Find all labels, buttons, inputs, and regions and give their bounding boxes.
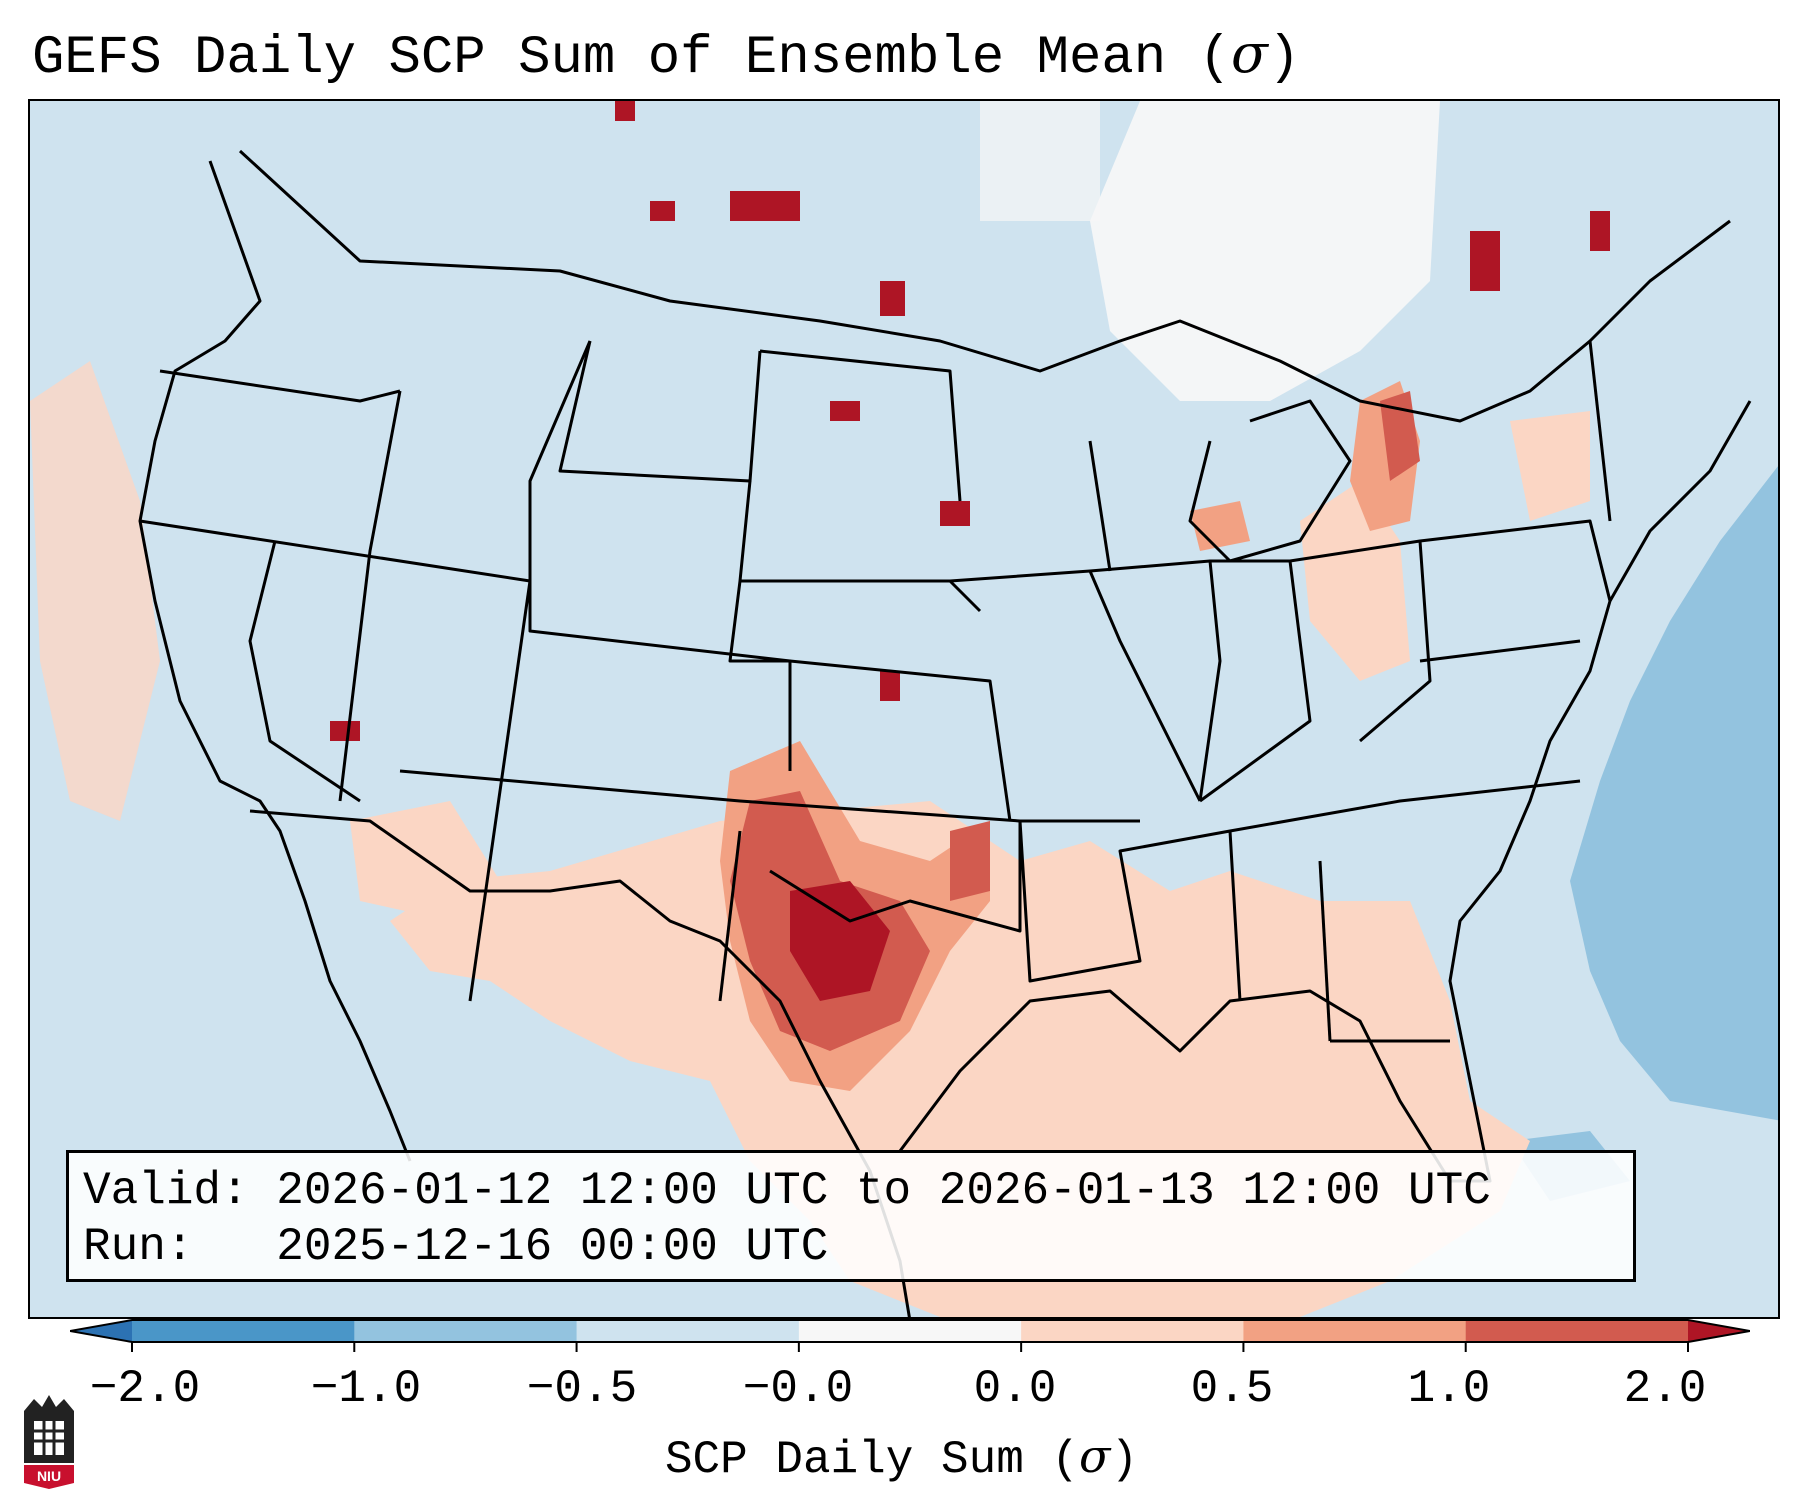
texas-panhandle-border: [718, 830, 742, 1002]
ut-co-border: [468, 580, 532, 1002]
lake-michigan-moderate: [1190, 501, 1250, 551]
political-borders: [138, 149, 1752, 1317]
colorbar-label-prefix: SCP Daily Sum (: [664, 1434, 1080, 1486]
nevada-max: [330, 721, 360, 741]
mason-dixon-border: [1419, 639, 1581, 663]
montana-south-border: [558, 340, 762, 483]
nebraska-kansas-border: [728, 580, 1012, 822]
colorbar-tick-label: 0.0: [973, 1363, 1057, 1415]
dakotas-border: [738, 480, 982, 613]
alabama-georgia-border: [1318, 860, 1332, 1042]
bc-max: [615, 101, 635, 121]
northeast-positive: [1510, 411, 1590, 521]
logo-window-grid: [34, 1421, 64, 1455]
validity-info-box: Valid: 2026-01-12 12:00 UTC to 2026-01-1…: [66, 1150, 1636, 1282]
ar-la-ms-border: [1018, 820, 1242, 1002]
ontario-high: [1380, 391, 1420, 481]
title-prefix: GEFS Daily SCP Sum of Ensemble Mean (: [32, 28, 1231, 89]
oklahoma-high: [950, 821, 990, 901]
scp-anomaly-field: [30, 101, 1778, 1317]
valid-time-line: Valid: 2026-01-12 12:00 UTC to 2026-01-1…: [83, 1165, 1491, 1217]
colorbar-bin: [1465, 1320, 1689, 1342]
colorbar-sigma-symbol: σ: [1079, 1429, 1111, 1483]
colorbar-tick-label: −0.5: [526, 1363, 638, 1415]
map-title: GEFS Daily SCP Sum of Ensemble Mean (σ): [32, 22, 1300, 91]
conus-map: [30, 101, 1778, 1317]
niu-logo: NIU: [20, 1393, 78, 1489]
new-england-west-border: [1588, 340, 1612, 522]
indiana-border: [1199, 559, 1312, 803]
or-wa-border: [159, 369, 401, 403]
ohio-border: [1289, 539, 1432, 743]
run-time-line: Run: 2025-12-16 00:00 UTC: [83, 1221, 829, 1273]
north-dakota-max: [880, 281, 905, 316]
nd-sd-border: [759, 349, 962, 502]
colorbar-tick-label: −2.0: [89, 1363, 201, 1415]
south-dakota-max: [830, 401, 860, 421]
colorbar-label: SCP Daily Sum (σ): [0, 1428, 1803, 1488]
logo-text: NIU: [37, 1468, 61, 1484]
colorbar-tick-label: −0.0: [742, 1363, 854, 1415]
colorbar-bin: [576, 1320, 800, 1342]
map-panel: [28, 99, 1780, 1319]
pacific-coastline: [138, 160, 412, 1162]
title-suffix: ): [1267, 28, 1301, 89]
atlantic-negative-region: [1570, 466, 1778, 1121]
colorbar-bin: [1243, 1320, 1467, 1342]
red-river-border: [769, 821, 1022, 933]
colorbar-tick-label: 0.5: [1190, 1363, 1274, 1415]
pennsylvania-north-border: [1419, 519, 1612, 602]
niu-logo-icon: NIU: [24, 1395, 74, 1489]
colorbar-tick-label: 1.0: [1407, 1363, 1491, 1415]
colorbar-bin: [1021, 1320, 1244, 1342]
logo-banner: [24, 1465, 74, 1489]
gulf-atlantic-coastline: [898, 400, 1752, 1183]
logo-window: [34, 1421, 64, 1455]
michigan-coast: [1188, 399, 1352, 563]
id-nv-az-border: [338, 390, 402, 802]
pacific-coast-positive: [30, 361, 160, 821]
canada-border: [238, 149, 1731, 423]
quebec-max-2: [1590, 211, 1610, 251]
white-patch-2: [980, 101, 1100, 221]
colorbar-extension-high: [1688, 1320, 1750, 1342]
alberta-max: [650, 201, 675, 221]
texas-max: [790, 881, 890, 1001]
sigma-symbol: σ: [1231, 22, 1268, 85]
ohio-valley-positive: [1300, 481, 1410, 681]
colorbar-bin: [354, 1320, 578, 1342]
iowa-max: [940, 501, 970, 526]
nevada-west-border: [248, 540, 361, 803]
wyoming-colorado-border: [528, 340, 792, 771]
colorbar-tick-label: −1.0: [310, 1363, 422, 1415]
colorbar-bin: [798, 1320, 1022, 1342]
or-ca-id-border: [139, 519, 531, 583]
illinois-border: [1089, 559, 1222, 802]
canada-white-patch: [1090, 101, 1440, 401]
quebec-max: [1470, 231, 1500, 291]
36-parallel-border: [399, 769, 1140, 823]
colorbar-extension-low: [70, 1320, 132, 1342]
wisconsin-minnesota-border: [1088, 440, 1112, 572]
colorbar-tick-label: 2.0: [1623, 1363, 1707, 1415]
saskatchewan-max: [730, 191, 800, 221]
tennessee-north-border: [1229, 779, 1581, 833]
colorbar-label-suffix: ): [1110, 1434, 1139, 1486]
kansas-max: [880, 671, 900, 701]
colorbar-bin: [132, 1320, 355, 1342]
iowa-missouri-border: [949, 569, 1202, 802]
colorbar: [70, 1319, 1750, 1352]
